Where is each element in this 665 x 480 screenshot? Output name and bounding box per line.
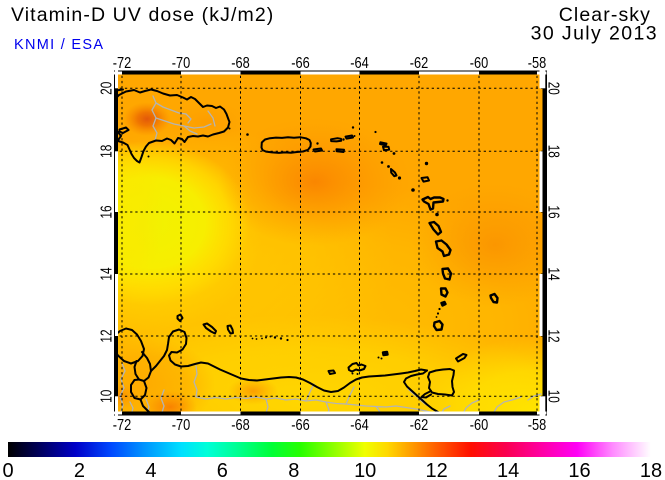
svg-text:30 July 2013: 30 July 2013	[531, 23, 658, 45]
svg-text:14: 14	[545, 267, 563, 280]
svg-text:-64: -64	[350, 417, 368, 435]
svg-text:12: 12	[97, 329, 115, 342]
svg-text:14: 14	[97, 267, 115, 280]
svg-text:KNMI / ESA: KNMI / ESA	[14, 37, 104, 53]
svg-text:10: 10	[545, 390, 563, 403]
svg-text:8: 8	[288, 460, 299, 480]
svg-text:-60: -60	[470, 55, 488, 73]
svg-text:16: 16	[568, 460, 590, 480]
svg-text:-58: -58	[528, 55, 546, 73]
svg-text:6: 6	[217, 460, 228, 480]
svg-text:4: 4	[145, 460, 156, 480]
svg-text:-62: -62	[410, 417, 428, 435]
svg-text:-72: -72	[113, 417, 131, 435]
svg-text:2: 2	[74, 460, 85, 480]
svg-text:18: 18	[640, 460, 662, 480]
svg-text:12: 12	[545, 329, 563, 342]
svg-text:14: 14	[497, 460, 519, 480]
svg-text:-58: -58	[528, 417, 546, 435]
svg-text:12: 12	[425, 460, 447, 480]
svg-text:20: 20	[97, 82, 115, 95]
svg-text:-66: -66	[291, 55, 309, 73]
svg-text:-70: -70	[172, 417, 190, 435]
svg-text:-68: -68	[231, 55, 249, 73]
svg-text:10: 10	[97, 390, 115, 403]
svg-text:0: 0	[2, 460, 13, 480]
svg-text:-62: -62	[410, 55, 428, 73]
svg-text:Clear-sky: Clear-sky	[559, 4, 651, 26]
svg-text:Vitamin-D UV dose (kJ/m2): Vitamin-D UV dose (kJ/m2)	[11, 4, 274, 26]
svg-text:-60: -60	[470, 417, 488, 435]
svg-text:18: 18	[545, 145, 563, 158]
svg-text:-64: -64	[350, 55, 368, 73]
svg-text:18: 18	[97, 145, 115, 158]
svg-text:16: 16	[97, 205, 115, 218]
svg-text:20: 20	[545, 82, 563, 95]
svg-text:-68: -68	[231, 417, 249, 435]
svg-text:10: 10	[354, 460, 376, 480]
svg-text:16: 16	[545, 205, 563, 218]
svg-text:-66: -66	[291, 417, 309, 435]
svg-text:-70: -70	[172, 55, 190, 73]
svg-text:-72: -72	[113, 55, 131, 73]
